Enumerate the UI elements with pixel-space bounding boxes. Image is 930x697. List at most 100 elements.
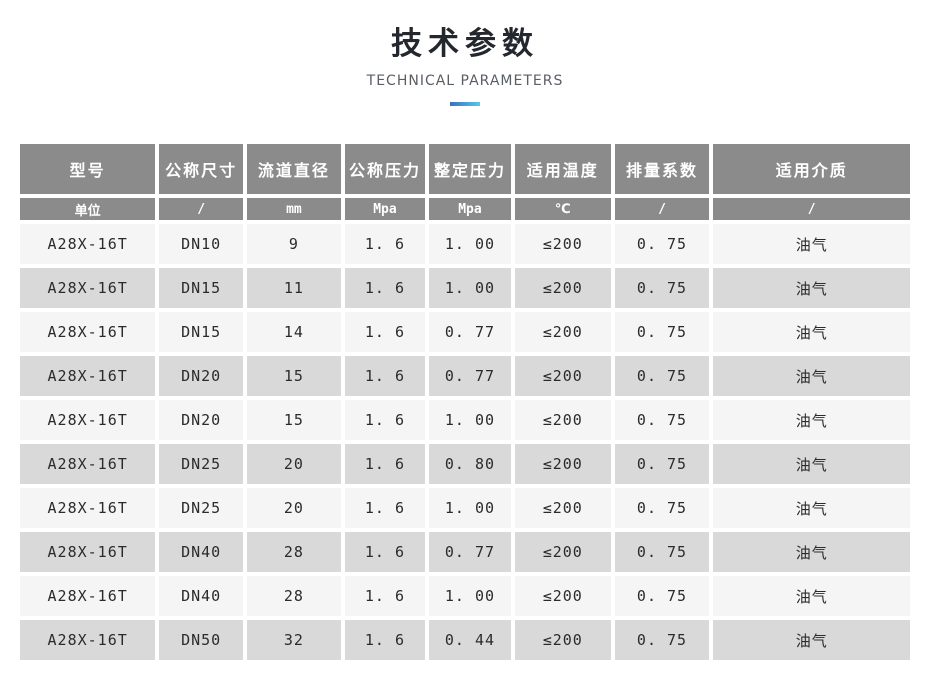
table-cell: 1. 6 bbox=[344, 312, 426, 352]
table-cell: ≤200 bbox=[514, 268, 611, 308]
table-cell: 15 bbox=[246, 400, 341, 440]
table-cell: ≤200 bbox=[514, 356, 611, 396]
table-cell: A28X-16T bbox=[20, 444, 156, 484]
column-header: 公称尺寸 bbox=[159, 144, 243, 194]
table-cell: A28X-16T bbox=[20, 576, 156, 616]
table-cell: ≤200 bbox=[514, 224, 611, 264]
table-row: A28X-16T DN20 15 1. 6 0. 77 ≤200 0. 75 油气 bbox=[20, 356, 910, 396]
table-row: A28X-16T DN20 15 1. 6 1. 00 ≤200 0. 75 油气 bbox=[20, 400, 910, 440]
table-cell: 14 bbox=[246, 312, 341, 352]
table-cell: DN25 bbox=[159, 444, 243, 484]
params-table: 型号 公称尺寸 流道直径 公称压力 整定压力 适用温度 排量系数 适用介质 单位 / mm Mpa Mp… bbox=[16, 140, 914, 664]
table-cell: 油气 bbox=[713, 224, 910, 264]
table-row: A28X-16T DN25 20 1. 6 1. 00 ≤200 0. 75 油气 bbox=[20, 488, 910, 528]
table-cell: 0. 75 bbox=[614, 224, 710, 264]
page-title: 技术参数 bbox=[391, 26, 539, 62]
table-cell: 20 bbox=[246, 444, 341, 484]
table-cell: 1. 6 bbox=[344, 224, 426, 264]
table-row: A28X-16T DN40 28 1. 6 0. 77 ≤200 0. 75 油气 bbox=[20, 532, 910, 572]
column-header: 排量系数 bbox=[614, 144, 710, 194]
table-cell: 0. 80 bbox=[429, 444, 511, 484]
unit-cell: mm bbox=[246, 198, 341, 220]
table-cell: 11 bbox=[246, 268, 341, 308]
table-cell: A28X-16T bbox=[20, 488, 156, 528]
table-cell: DN40 bbox=[159, 576, 243, 616]
table-cell: DN10 bbox=[159, 224, 243, 264]
table-cell: ≤200 bbox=[514, 532, 611, 572]
table-cell: 0. 75 bbox=[614, 268, 710, 308]
unit-cell: ℃ bbox=[514, 198, 611, 220]
table-row: A28X-16T DN50 32 1. 6 0. 44 ≤200 0. 75 油气 bbox=[20, 620, 910, 660]
column-header: 流道直径 bbox=[246, 144, 341, 194]
table-cell: 0. 75 bbox=[614, 312, 710, 352]
table-cell: 1. 00 bbox=[429, 576, 511, 616]
table-cell: DN15 bbox=[159, 268, 243, 308]
table-cell: 0. 75 bbox=[614, 488, 710, 528]
table-cell: DN20 bbox=[159, 356, 243, 396]
table-head: 型号 公称尺寸 流道直径 公称压力 整定压力 适用温度 排量系数 适用介质 单位 / mm Mpa Mp… bbox=[20, 144, 910, 220]
table-header-row: 型号 公称尺寸 流道直径 公称压力 整定压力 适用温度 排量系数 适用介质 bbox=[20, 144, 910, 194]
table-cell: 油气 bbox=[713, 620, 910, 660]
table-cell: ≤200 bbox=[514, 488, 611, 528]
table-cell: ≤200 bbox=[514, 400, 611, 440]
table-cell: 0. 77 bbox=[429, 532, 511, 572]
table-cell: DN15 bbox=[159, 312, 243, 352]
table-cell: 0. 77 bbox=[429, 356, 511, 396]
table-row: A28X-16T DN15 11 1. 6 1. 00 ≤200 0. 75 油气 bbox=[20, 268, 910, 308]
table-cell: 0. 75 bbox=[614, 400, 710, 440]
column-header: 型号 bbox=[20, 144, 156, 194]
table-cell: 0. 75 bbox=[614, 620, 710, 660]
unit-cell: / bbox=[713, 198, 910, 220]
table-cell: 15 bbox=[246, 356, 341, 396]
table-cell: 9 bbox=[246, 224, 341, 264]
table-cell: 0. 75 bbox=[614, 532, 710, 572]
unit-cell: / bbox=[159, 198, 243, 220]
table-cell: 油气 bbox=[713, 488, 910, 528]
unit-cell: Mpa bbox=[429, 198, 511, 220]
unit-cell: 单位 bbox=[20, 198, 156, 220]
units-row: 单位 / mm Mpa Mpa ℃ / / bbox=[20, 198, 910, 220]
table-cell: 1. 00 bbox=[429, 224, 511, 264]
table-cell: 20 bbox=[246, 488, 341, 528]
table-body: A28X-16T DN10 9 1. 6 1. 00 ≤200 0. 75 油气 A28X-16… bbox=[20, 224, 910, 660]
table-cell: ≤200 bbox=[514, 444, 611, 484]
table-cell: 油气 bbox=[713, 312, 910, 352]
table-cell: 1. 6 bbox=[344, 356, 426, 396]
table-cell: 1. 6 bbox=[344, 268, 426, 308]
table-cell: DN20 bbox=[159, 400, 243, 440]
unit-cell: Mpa bbox=[344, 198, 426, 220]
table-cell: A28X-16T bbox=[20, 532, 156, 572]
table-cell: A28X-16T bbox=[20, 268, 156, 308]
table-cell: 0. 75 bbox=[614, 576, 710, 616]
table-cell: 1. 00 bbox=[429, 400, 511, 440]
table-cell: 1. 6 bbox=[344, 576, 426, 616]
column-header: 整定压力 bbox=[429, 144, 511, 194]
table-row: A28X-16T DN10 9 1. 6 1. 00 ≤200 0. 75 油气 bbox=[20, 224, 910, 264]
table-cell: 0. 75 bbox=[614, 356, 710, 396]
table-cell: A28X-16T bbox=[20, 312, 156, 352]
table-cell: 28 bbox=[246, 532, 341, 572]
table-cell: 油气 bbox=[713, 444, 910, 484]
page-subtitle: TECHNICAL PARAMETERS bbox=[366, 73, 564, 89]
table-cell: 油气 bbox=[713, 400, 910, 440]
table-cell: 1. 6 bbox=[344, 532, 426, 572]
table-cell: ≤200 bbox=[514, 620, 611, 660]
column-header: 适用介质 bbox=[713, 144, 910, 194]
accent-underline bbox=[450, 102, 480, 106]
table-cell: 0. 44 bbox=[429, 620, 511, 660]
table-cell: 1. 6 bbox=[344, 444, 426, 484]
table-cell: DN25 bbox=[159, 488, 243, 528]
table-cell: 1. 6 bbox=[344, 400, 426, 440]
column-header: 适用温度 bbox=[514, 144, 611, 194]
table-row: A28X-16T DN25 20 1. 6 0. 80 ≤200 0. 75 油气 bbox=[20, 444, 910, 484]
table-cell: A28X-16T bbox=[20, 620, 156, 660]
table-cell: 油气 bbox=[713, 356, 910, 396]
table-cell: 28 bbox=[246, 576, 341, 616]
column-header: 公称压力 bbox=[344, 144, 426, 194]
table-cell: 油气 bbox=[713, 532, 910, 572]
table-cell: 1. 00 bbox=[429, 268, 511, 308]
table-row: A28X-16T DN40 28 1. 6 1. 00 ≤200 0. 75 油气 bbox=[20, 576, 910, 616]
table-cell: 1. 6 bbox=[344, 488, 426, 528]
unit-cell: / bbox=[614, 198, 710, 220]
